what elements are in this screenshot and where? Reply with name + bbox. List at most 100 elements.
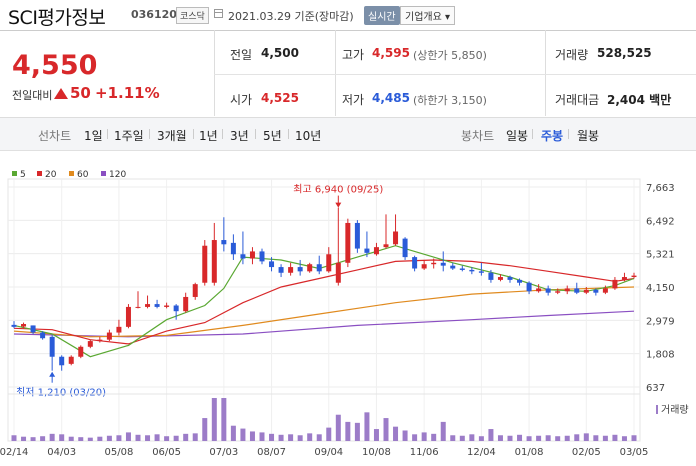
y-tick-label: 4,150 [646, 283, 675, 294]
candle-body [497, 277, 503, 280]
volume-bar [30, 437, 36, 441]
stock-name: SCI평가정보 [8, 7, 106, 29]
candle-body [125, 306, 131, 327]
volume-bar [526, 436, 532, 441]
volume-bar [116, 435, 122, 441]
x-tick-label: 05/08 [105, 447, 134, 458]
volume-bar [297, 435, 303, 441]
candle-body [87, 341, 93, 347]
candle-body [545, 288, 551, 293]
candle-body [316, 264, 322, 272]
volume-label: 거래량 [661, 404, 689, 416]
volume-bar [87, 437, 93, 441]
min-arrow-head [49, 371, 56, 377]
amount-value: 2,404 백만 [607, 93, 672, 107]
candle-body [345, 222, 351, 263]
open-label: 시가 [230, 93, 253, 107]
plot-frame [7, 178, 641, 442]
period-3y[interactable]: 3년 [230, 129, 249, 143]
volume-bar [440, 421, 446, 441]
candle-body [450, 265, 456, 269]
period-10y[interactable]: 10년 [295, 129, 322, 143]
high-value: 4,595 [372, 46, 410, 60]
volume-bar [164, 436, 170, 441]
candle-body [297, 267, 303, 272]
volume-bar [11, 435, 17, 441]
stock-code: 036120 [131, 8, 177, 21]
open-value: 4,525 [261, 91, 299, 105]
candle-body [116, 326, 122, 333]
candle-body [631, 275, 637, 278]
period-1d[interactable]: 1일 [84, 129, 103, 143]
candle-body [354, 222, 360, 249]
volume-bar [326, 427, 332, 441]
candle-monthly[interactable]: 월봉 [577, 129, 600, 143]
candle-body [478, 271, 484, 273]
candle-body [526, 282, 532, 292]
candle-body [221, 240, 227, 245]
candle-body [278, 267, 284, 273]
candle-body [564, 288, 570, 292]
volume-bar [612, 434, 618, 441]
high-label: 고가 [342, 48, 365, 62]
candle-body [459, 268, 465, 270]
volume-bar [431, 433, 437, 441]
period-5y[interactable]: 5년 [263, 129, 282, 143]
candle-body [183, 296, 189, 312]
volume-bar [278, 434, 284, 441]
candle-daily[interactable]: 일봉 [506, 129, 529, 143]
period-1w[interactable]: 1주일 [114, 129, 144, 143]
x-tick-label: 08/07 [257, 447, 286, 458]
candle-body [583, 289, 589, 293]
candle-body [164, 305, 170, 307]
legend-label: 120 [109, 170, 126, 180]
legend-swatch [656, 405, 658, 414]
volume-bar [536, 435, 542, 441]
y-tick-label: 5,321 [646, 250, 675, 261]
volume-bar [354, 422, 360, 441]
x-tick-label: 03/05 [620, 447, 649, 458]
volume-bar [364, 412, 370, 441]
candle-body [49, 336, 55, 357]
volume-bar [488, 429, 494, 441]
volume-bar [335, 414, 341, 441]
volume-bar [316, 434, 322, 441]
period-3m[interactable]: 3개월 [157, 129, 187, 143]
divider [214, 74, 696, 75]
stock-header: SCI평가정보 036120 코스닥 2021.03.29 기준(장마감) 실시… [0, 0, 696, 30]
volume-bar [478, 436, 484, 441]
volume-bar [564, 435, 570, 441]
volume-value: 528,525 [597, 46, 652, 60]
candle-body [40, 332, 46, 339]
candle-body [373, 247, 379, 255]
candle-weekly[interactable]: 주봉 [541, 129, 564, 143]
candle-body [249, 251, 255, 259]
volume-bar [230, 425, 236, 441]
volume-bar [106, 435, 112, 441]
candle-body [59, 356, 65, 366]
ma5-line [13, 245, 635, 358]
volume-bar [602, 435, 608, 441]
candle-body [621, 277, 627, 280]
divider [222, 129, 223, 139]
divider [568, 129, 569, 139]
upper-limit: (상한가 5,850) [413, 49, 487, 62]
volume-bar [40, 436, 46, 441]
realtime-button[interactable]: 실시간 [364, 6, 400, 25]
volume-bar [583, 433, 589, 441]
candle-body [431, 262, 437, 265]
period-1y[interactable]: 1년 [199, 129, 218, 143]
candle-body [593, 289, 599, 293]
x-tick-label: 02/14 [0, 447, 28, 458]
volume-bar [555, 436, 561, 441]
candle-body [240, 254, 246, 259]
legend-swatch [12, 171, 17, 176]
company-overview-button[interactable]: 기업개요 ▾ [400, 6, 456, 25]
candle-body [269, 261, 275, 268]
x-tick-label: 07/03 [209, 447, 238, 458]
legend-swatch [69, 171, 74, 176]
ma120-line [13, 310, 635, 338]
volume-bar [631, 435, 637, 441]
candle-body [145, 304, 151, 307]
amount-label: 거래대금 [555, 93, 600, 107]
